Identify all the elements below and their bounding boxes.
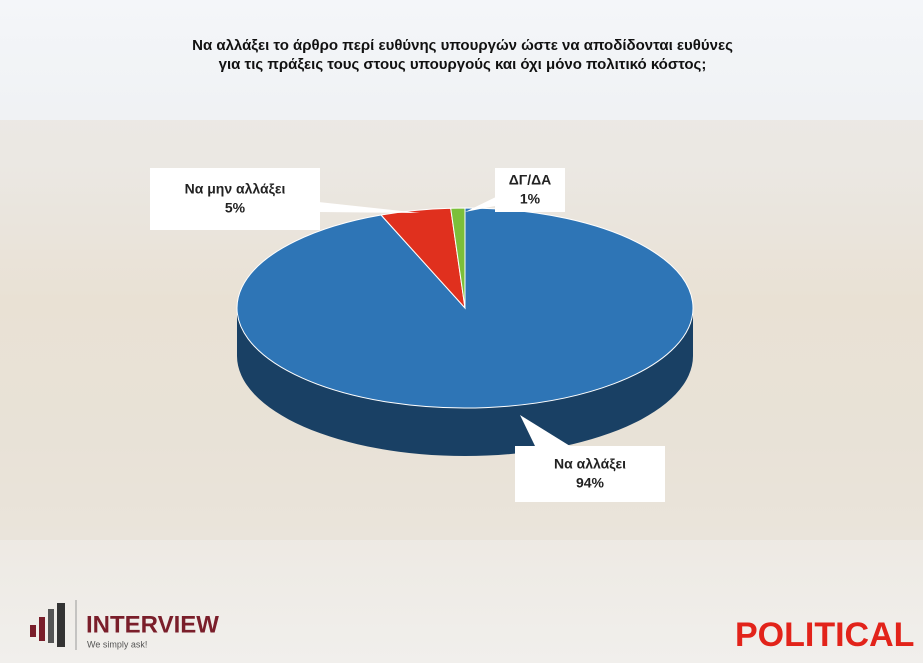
interview-logo: INTERVIEW We simply ask! (30, 600, 219, 650)
value-label: 5% (225, 200, 246, 216)
label-pointer (465, 195, 500, 212)
label-box (150, 168, 320, 230)
brand: INTERVIEW (86, 611, 219, 638)
category-label: Να μην αλλάξει (185, 181, 286, 197)
category-label: Να αλλάξει (554, 456, 626, 472)
value-label: 94% (576, 475, 605, 491)
publisher: POLITICAL (735, 616, 914, 654)
label-box (495, 168, 565, 212)
label-pointer (300, 200, 420, 213)
data-label: Να αλλάξει 94% (515, 415, 665, 502)
pie-slice (236, 207, 694, 409)
value-label: 1% (520, 191, 541, 207)
pie-side (237, 308, 693, 456)
tagline: We simply ask! (87, 639, 147, 649)
chart-title: Να αλλάξει το άρθρο περί ευθύνης υπουργώ… (192, 37, 733, 73)
data-label: ΔΓ/ΔΑ 1% (465, 168, 565, 212)
category-label: ΔΓ/ΔΑ (509, 172, 552, 188)
label-box (515, 446, 665, 502)
pie-slice (450, 207, 466, 309)
label-pointer (520, 415, 570, 446)
data-label: Να μην αλλάξει 5% (150, 168, 420, 230)
